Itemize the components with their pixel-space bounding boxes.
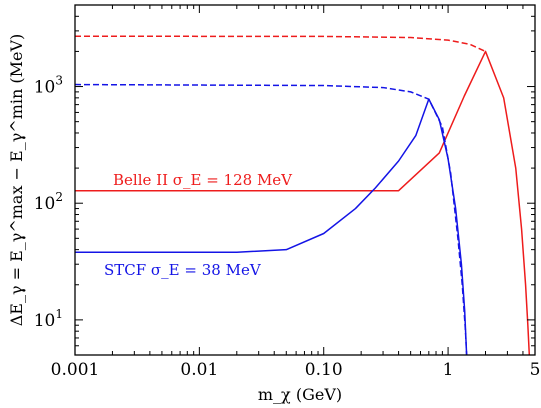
y-tick-label: 103 — [34, 74, 63, 98]
curves — [74, 35, 531, 356]
x-axis-label: m_χ (GeV) — [258, 385, 342, 404]
x-tick-label: 5 — [530, 360, 541, 380]
series-belle-dashed — [74, 35, 486, 53]
y-tick-label: 101 — [34, 307, 63, 331]
ticks: 0.001 0.01 0.10 1 5 101 102 103 — [34, 5, 541, 380]
series-stcf-solid — [75, 98, 468, 356]
x-tick-label: 1 — [443, 360, 454, 380]
y-axis-label: ΔE_γ = E_γ^max − E_γ^min (MeV) — [7, 34, 26, 327]
y-tick-label: 102 — [34, 190, 63, 214]
x-tick-label: 0.10 — [305, 360, 343, 380]
series-belle-solid — [75, 50, 531, 356]
stcf-annotation: STCF σ_E = 38 MeV — [104, 261, 262, 279]
plot-frame — [74, 4, 536, 356]
x-tick-label: 0.01 — [180, 360, 218, 380]
belle-annotation: Belle II σ_E = 128 MeV — [113, 171, 293, 189]
x-tick-label: 0.001 — [51, 360, 100, 380]
series-stcf-dashed — [74, 83, 468, 356]
